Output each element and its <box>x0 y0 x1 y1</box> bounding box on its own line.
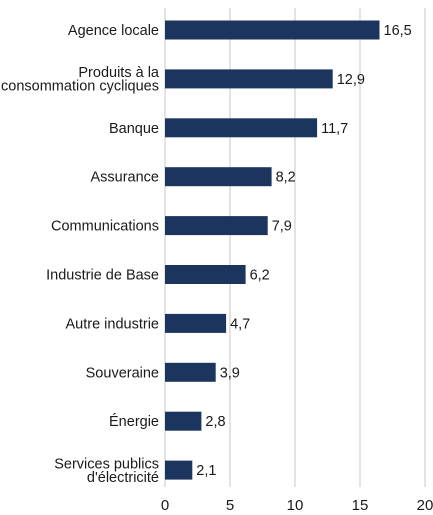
category-label: Autre industrie <box>66 316 160 332</box>
value-label: 12,9 <box>337 72 365 88</box>
category-label-line: Banque <box>109 121 159 137</box>
bar <box>165 460 193 480</box>
bar <box>165 69 333 89</box>
category-label: Communications <box>51 219 159 235</box>
category-label-line: consommation cycliques <box>1 79 159 95</box>
value-label: 6,2 <box>250 268 270 284</box>
category-label: Souveraine <box>86 365 159 381</box>
category-label-line: Assurance <box>90 170 159 186</box>
value-labels: 16,5 12,9 11,7 8,2 7,9 6,2 4,7 3,9 2,8 2,1 <box>196 23 411 479</box>
value-label: 2,8 <box>205 414 225 430</box>
category-label: Services publics d'électricité <box>54 456 159 486</box>
category-label-line: d'électricité <box>87 470 159 486</box>
bar <box>165 362 216 382</box>
category-label-line: Produits à la <box>78 65 160 81</box>
category-label: Assurance <box>90 170 159 186</box>
x-tick-label: 15 <box>352 497 369 514</box>
bar <box>165 167 272 187</box>
x-tick-label: 10 <box>287 497 304 514</box>
value-label: 4,7 <box>230 316 250 332</box>
x-tick-label: 0 <box>161 497 169 514</box>
bar <box>165 216 268 236</box>
category-label-line: Agence locale <box>68 23 159 39</box>
category-label-line: Souveraine <box>86 365 159 381</box>
category-label-line: Industrie de Base <box>46 268 159 284</box>
bar <box>165 313 227 333</box>
value-label: 7,9 <box>272 219 292 235</box>
x-axis-ticks: 0 5 10 15 20 <box>161 497 433 514</box>
category-label: Agence locale <box>68 23 159 39</box>
category-label-line: Services publics <box>54 456 159 472</box>
value-label: 11,7 <box>321 121 348 137</box>
value-label: 2,1 <box>196 463 216 479</box>
bar <box>165 118 318 138</box>
category-label-line: Énergie <box>109 413 159 430</box>
bars <box>165 20 380 480</box>
value-label: 8,2 <box>276 170 296 186</box>
category-label: Industrie de Base <box>46 268 159 284</box>
bar <box>165 265 246 284</box>
value-label: 16,5 <box>384 23 412 39</box>
category-label: Produits à la consommation cycliques <box>1 65 160 95</box>
bar <box>165 20 380 40</box>
x-tick-label: 20 <box>417 497 433 514</box>
category-label: Énergie <box>109 413 159 430</box>
x-tick-label: 5 <box>226 497 234 514</box>
category-label-line: Communications <box>51 219 159 235</box>
value-label: 3,9 <box>220 365 240 381</box>
category-label: Banque <box>109 121 159 137</box>
category-label-line: Autre industrie <box>66 316 160 332</box>
category-labels: Agence locale Produits à la consommation c… <box>1 23 160 486</box>
bar <box>165 411 202 431</box>
